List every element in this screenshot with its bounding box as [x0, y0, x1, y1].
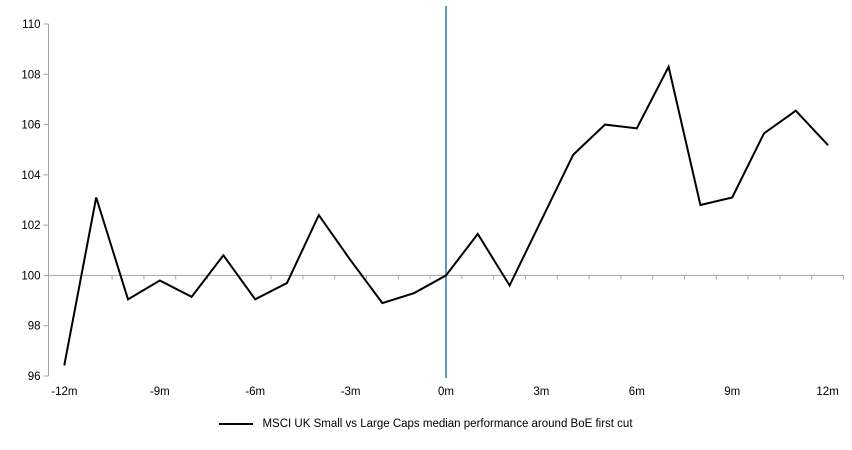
y-tick-label: 100: [21, 270, 40, 282]
y-tick-label: 102: [21, 220, 40, 232]
x-tick-label: 0m: [438, 386, 454, 398]
legend-line-swatch: [219, 423, 254, 425]
y-tick-label: 98: [28, 321, 41, 333]
x-tick-label: 9m: [724, 386, 740, 398]
legend: MSCI UK Small vs Large Caps median perfo…: [0, 417, 852, 431]
y-tick-label: 110: [22, 19, 40, 31]
data-line: [63, 63, 829, 366]
y-tick-label: 108: [21, 69, 40, 81]
x-tick-label: 3m: [533, 386, 549, 398]
x-tick-label: -9m: [150, 386, 170, 398]
y-tick-label: 106: [21, 120, 40, 132]
y-tick-label: 104: [21, 170, 41, 182]
x-tick-label: 12m: [816, 386, 838, 398]
x-tick-label: -12m: [51, 386, 77, 398]
x-tick-label: 6m: [629, 386, 645, 398]
x-tick-label: -3m: [341, 386, 361, 398]
y-tick-label: 96: [28, 371, 41, 383]
legend-label: MSCI UK Small vs Large Caps median perfo…: [262, 418, 633, 430]
x-tick-label: -6m: [245, 386, 265, 398]
